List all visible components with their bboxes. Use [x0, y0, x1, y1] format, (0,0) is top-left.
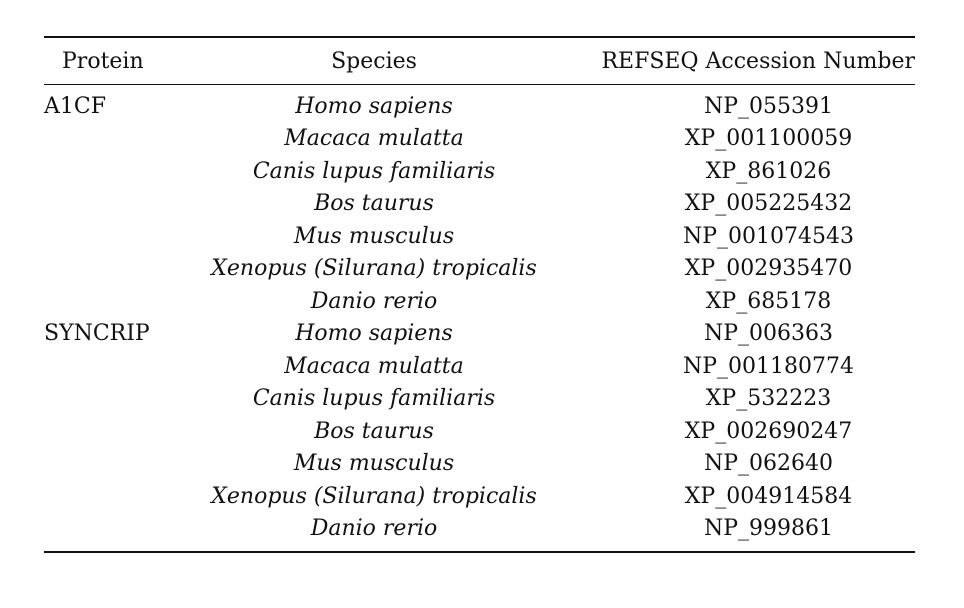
table-row: Macaca mulatta XP_001100059	[44, 123, 915, 156]
accession-cell: NP_055391	[703, 94, 834, 119]
protein-cell	[44, 513, 166, 551]
accession-table: Protein Species REFSEQ Accession Number …	[44, 36, 915, 551]
protein-cell	[44, 481, 166, 514]
species-cell: Homo sapiens	[295, 94, 453, 119]
species-cell: Danio rerio	[310, 288, 438, 314]
table-row: SYNCRIP Homo sapiens NP_006363	[44, 318, 915, 351]
accession-cell: XP_685178	[705, 288, 832, 314]
accession-cell: NP_001180774	[682, 353, 855, 379]
protein-cell	[44, 188, 166, 221]
table-row: Canis lupus familiaris XP_532223	[44, 383, 915, 416]
species-cell: Canis lupus familiaris	[252, 158, 496, 184]
table-row: Danio rerio NP_999861	[44, 513, 915, 551]
species-cell: Xenopus (Silurana) tropicalis	[211, 256, 537, 282]
accession-table-container: Protein Species REFSEQ Accession Number …	[44, 36, 915, 553]
accession-cell: XP_005225432	[684, 191, 853, 217]
species-cell: Homo sapiens	[295, 321, 453, 347]
species-cell: Mus musculus	[293, 451, 455, 477]
table-body: A1CF Homo sapiens NP_055391 Macaca mulatta X…	[44, 85, 915, 552]
protein-cell	[44, 221, 166, 254]
protein-cell	[44, 351, 166, 384]
accession-cell: XP_532223	[705, 386, 832, 412]
table-row: Canis lupus familiaris XP_861026	[44, 156, 915, 189]
table-row: Mus musculus NP_001074543	[44, 221, 915, 254]
species-cell: Mus musculus	[293, 223, 455, 249]
table-row: Xenopus (Silurana) tropicalis XP_00491458…	[44, 481, 915, 514]
table-header: Protein Species REFSEQ Accession Number	[44, 37, 915, 85]
accession-cell: XP_002690247	[684, 418, 853, 444]
table-row: Bos taurus XP_002690247	[44, 416, 915, 449]
species-cell: Bos taurus	[314, 418, 434, 444]
header-row: Protein Species REFSEQ Accession Number	[44, 37, 915, 85]
header-species: Species	[331, 48, 417, 74]
species-cell: Xenopus (Silurana) tropicalis	[211, 483, 537, 509]
header-protein: Protein	[62, 48, 144, 74]
table-row: Mus musculus NP_062640	[44, 448, 915, 481]
header-accession: REFSEQ Accession Number	[601, 48, 915, 74]
protein-cell	[44, 286, 166, 319]
accession-cell: XP_861026	[705, 158, 832, 184]
accession-cell: XP_004914584	[684, 483, 853, 509]
protein-cell	[44, 253, 166, 286]
protein-cell	[44, 123, 166, 156]
accession-cell: NP_006363	[703, 321, 834, 347]
protein-cell	[44, 416, 166, 449]
species-cell: Danio rerio	[310, 516, 438, 541]
accession-cell: XP_001100059	[684, 126, 853, 152]
table-row: Danio rerio XP_685178	[44, 286, 915, 319]
accession-cell: NP_001074543	[682, 223, 855, 249]
protein-cell: SYNCRIP	[44, 321, 150, 347]
protein-cell	[44, 156, 166, 189]
accession-cell: NP_999861	[703, 516, 834, 541]
accession-cell: NP_062640	[703, 451, 834, 477]
bottom-rule	[44, 551, 915, 553]
species-cell: Canis lupus familiaris	[252, 386, 496, 412]
species-cell: Bos taurus	[314, 191, 434, 217]
table-row: Bos taurus XP_005225432	[44, 188, 915, 221]
table-row: Xenopus (Silurana) tropicalis XP_00293547…	[44, 253, 915, 286]
accession-cell: XP_002935470	[684, 256, 853, 282]
table-row: A1CF Homo sapiens NP_055391	[44, 85, 915, 124]
protein-cell	[44, 448, 166, 481]
table-row: Macaca mulatta NP_001180774	[44, 351, 915, 384]
species-cell: Macaca mulatta	[284, 353, 464, 379]
protein-cell: A1CF	[44, 94, 106, 119]
protein-cell	[44, 383, 166, 416]
species-cell: Macaca mulatta	[284, 126, 464, 152]
